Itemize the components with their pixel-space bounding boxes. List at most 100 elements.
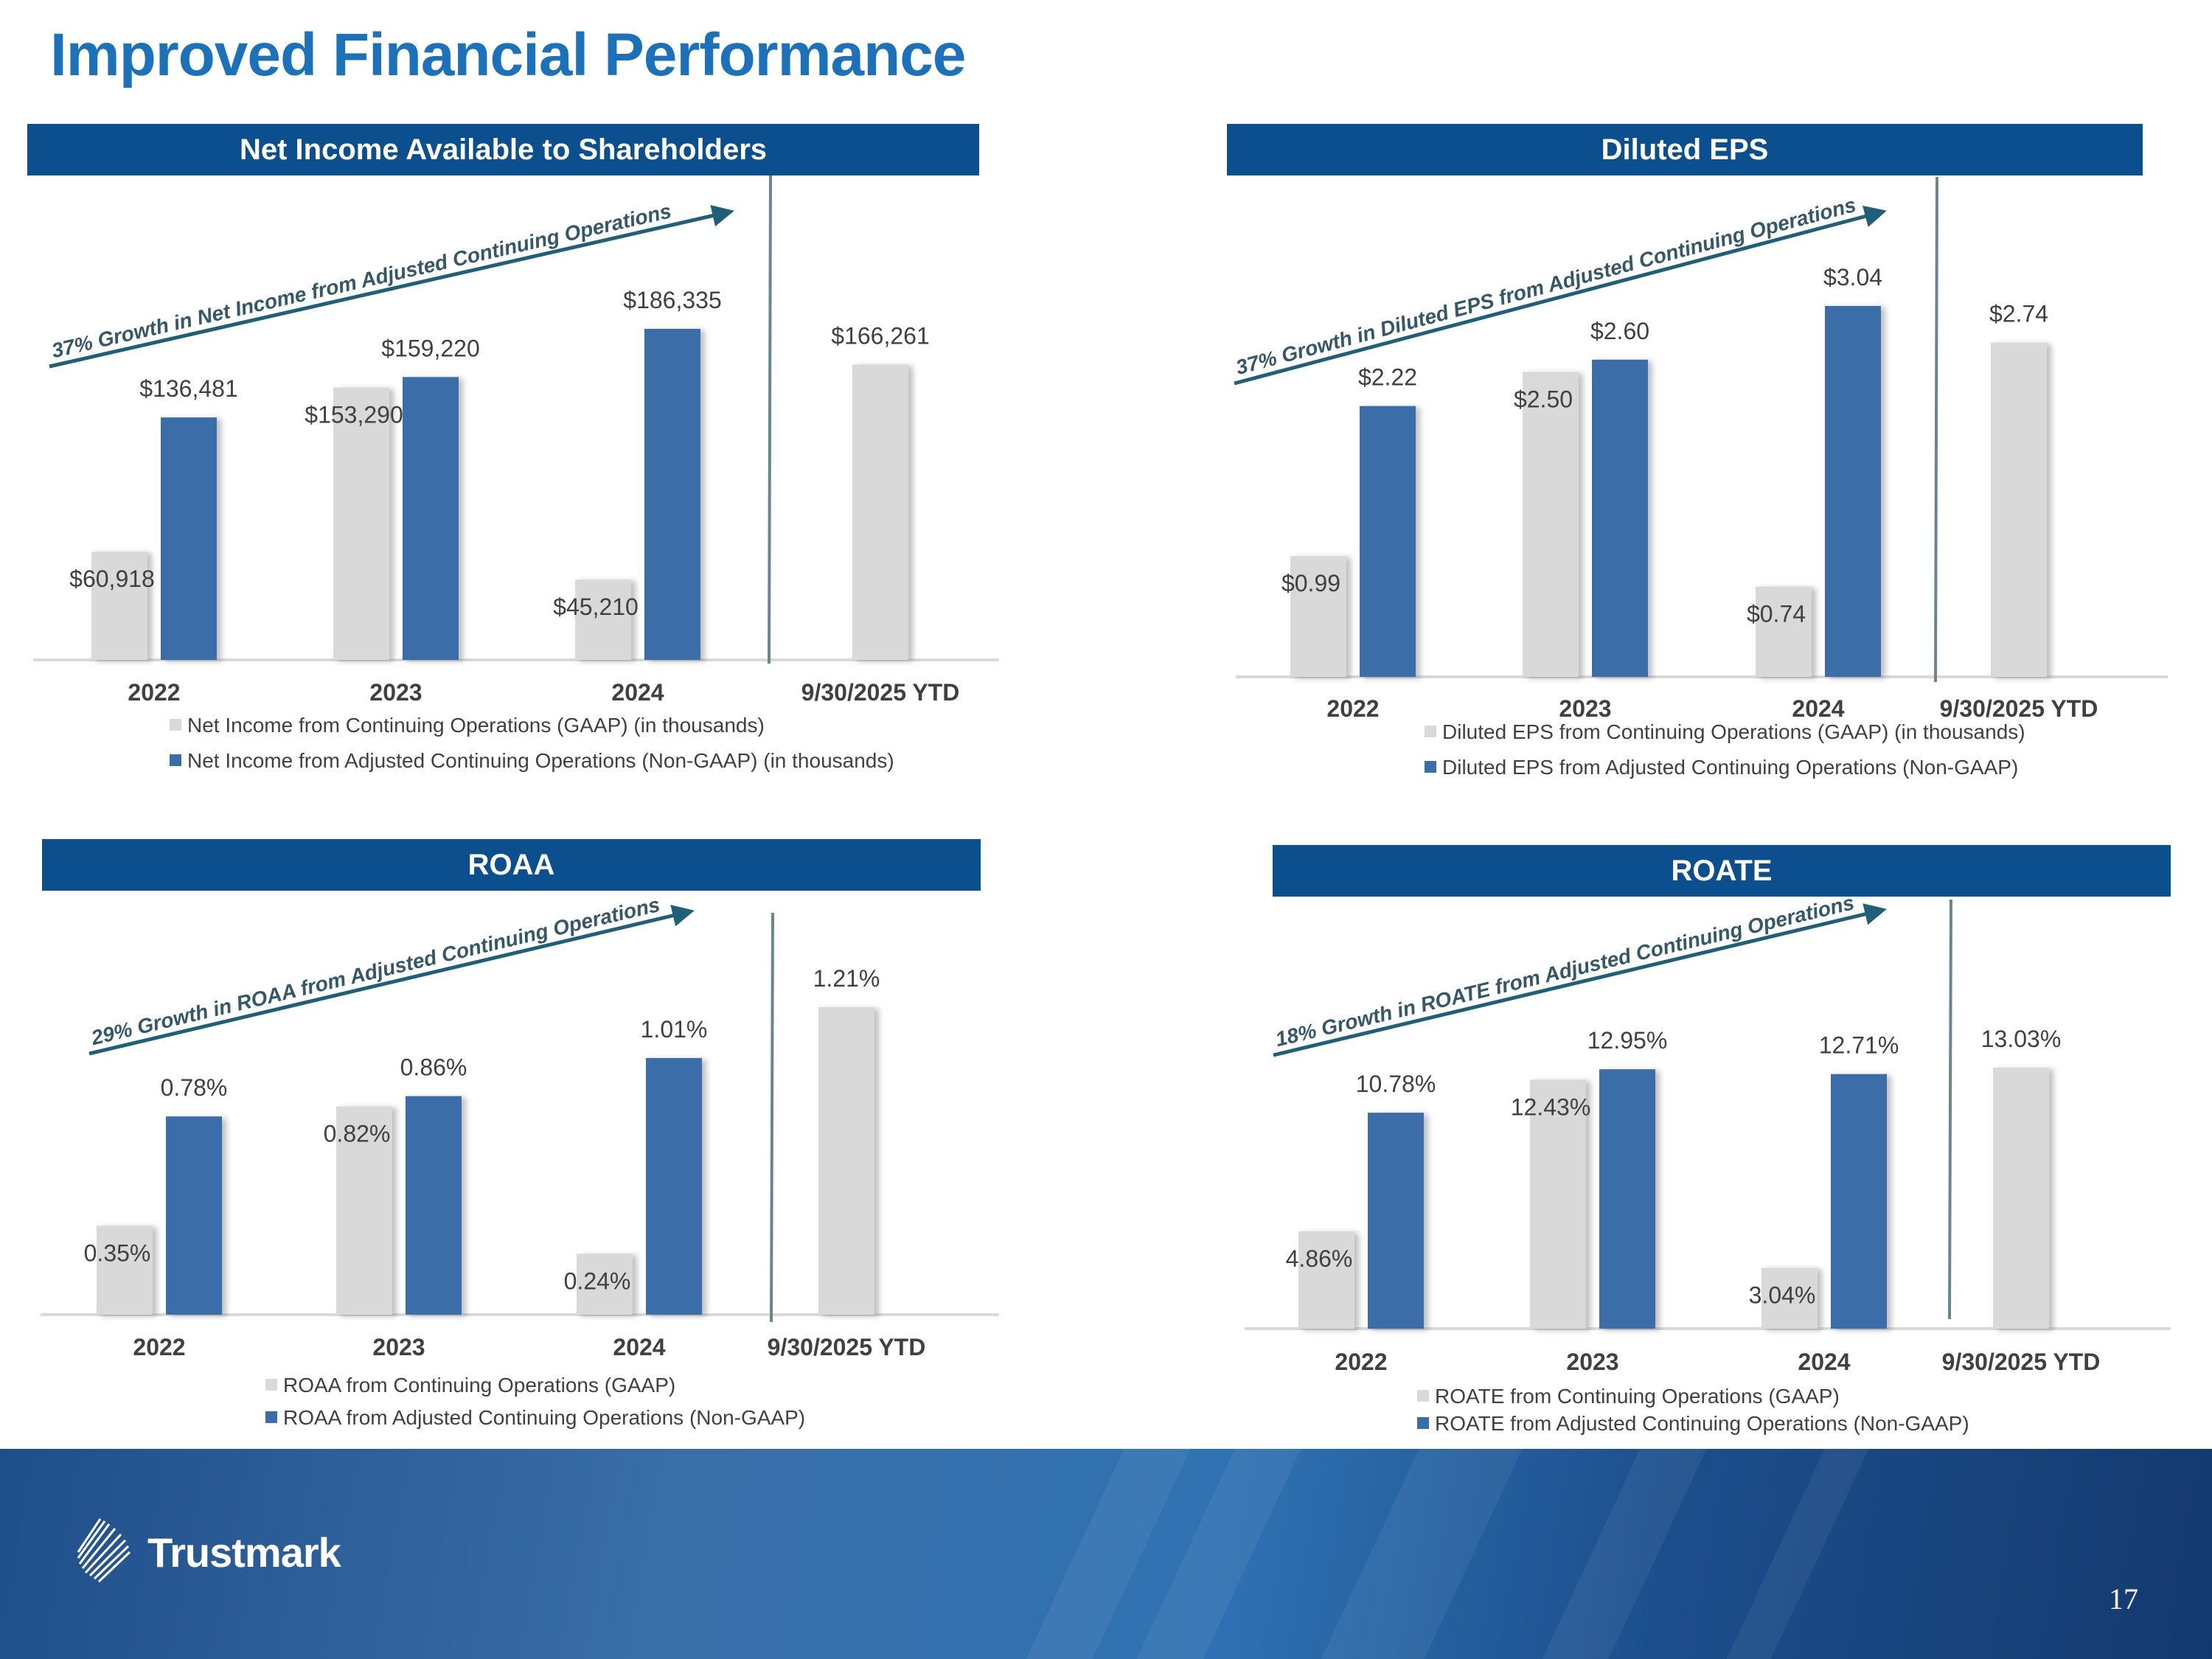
- chart-header-roate: ROATE: [1273, 845, 2171, 897]
- bar-gaap: [91, 552, 147, 660]
- legend-swatch: [1425, 726, 1436, 737]
- data-label-gaap: 3.04%: [1749, 1281, 1816, 1308]
- category-label: 2023: [1559, 695, 1611, 722]
- category-label: 2024: [1798, 1349, 1850, 1375]
- bar-non-gaap: [1825, 306, 1881, 677]
- bar-gaap: [1756, 586, 1812, 677]
- legend-swatch: [170, 754, 181, 766]
- legend-label: Net Income from Continuing Operations (G…: [187, 714, 765, 737]
- bar-gaap: [1290, 556, 1346, 677]
- bar-gaap: [1991, 342, 2047, 677]
- data-label-gaap: 0.24%: [564, 1267, 631, 1294]
- data-label-non-gaap: $186,335: [623, 287, 721, 313]
- category-label: 2023: [369, 679, 422, 706]
- bar-non-gaap: [646, 1057, 702, 1315]
- legend-label: ROAA from Continuing Operations (GAAP): [283, 1374, 675, 1397]
- category-label: 9/30/2025 YTD: [1940, 695, 2098, 722]
- chart-header-roaa: ROAA: [42, 839, 981, 891]
- chart-0: $60,918 $136,481 2022 $153,290 $159,220 2023 $…: [33, 175, 999, 772]
- data-label-gaap: 13.03%: [1981, 1026, 2062, 1052]
- bar-gaap: [1530, 1079, 1586, 1329]
- legend-swatch: [265, 1379, 277, 1391]
- data-label-gaap: $0.74: [1747, 601, 1806, 627]
- chart-3: 4.86% 10.78% 2022 12.43% 12.95% 2023 3.04% 12.7…: [1245, 891, 2171, 1435]
- bar-non-gaap: [1368, 1113, 1424, 1329]
- category-label: 2023: [372, 1334, 425, 1360]
- page-number: 17: [2109, 1582, 2138, 1615]
- chart-title: Net Income Available to Shareholders: [239, 133, 768, 166]
- growth-arrow: [49, 204, 734, 369]
- bar-gaap: [575, 580, 631, 660]
- page-title: Improved Financial Performance: [50, 21, 966, 88]
- legend-label: ROAA from Adjusted Continuing Operations…: [283, 1406, 805, 1429]
- data-label-non-gaap: $136,481: [139, 375, 237, 402]
- trustmark-logo-icon: [77, 1518, 131, 1583]
- ytd-divider-line: [1948, 899, 1952, 1320]
- chart-1: $0.99 $2.22 2022 $2.50 $2.60 2023 $0.74 $3.04 20…: [1234, 176, 2168, 779]
- legend-swatch: [1417, 1417, 1429, 1429]
- legend-label: Net Income from Adjusted Continuing Oper…: [187, 749, 894, 772]
- category-label: 9/30/2025 YTD: [801, 679, 960, 706]
- category-label: 2022: [1335, 1349, 1387, 1375]
- data-label-gaap: 4.86%: [1286, 1245, 1353, 1272]
- bar-non-gaap: [161, 417, 217, 660]
- bar-gaap: [97, 1225, 153, 1315]
- trustmark-logo: Trustmark: [63, 1515, 341, 1589]
- category-label: 2024: [613, 1334, 665, 1360]
- data-label-non-gaap: 0.86%: [400, 1054, 467, 1081]
- data-label-gaap: $166,261: [831, 322, 929, 349]
- data-label-gaap: $153,290: [305, 402, 403, 428]
- chart-title: ROAA: [467, 848, 555, 881]
- bar-non-gaap: [1599, 1069, 1655, 1329]
- bar-gaap: [577, 1253, 633, 1315]
- growth-arrow: [88, 905, 695, 1056]
- chart-title: ROATE: [1671, 854, 1773, 887]
- legend-swatch: [265, 1411, 277, 1423]
- category-label: 2022: [133, 1334, 185, 1360]
- bar-non-gaap: [166, 1116, 222, 1315]
- data-label-gaap: $0.99: [1281, 570, 1340, 597]
- data-label-gaap: 0.82%: [324, 1120, 391, 1147]
- bar-gaap: [1761, 1267, 1818, 1329]
- legend-swatch: [1425, 761, 1436, 773]
- category-label: 2022: [128, 679, 180, 706]
- data-label-gaap: $2.50: [1514, 386, 1573, 412]
- data-label-non-gaap: $3.04: [1823, 264, 1882, 291]
- footer-banner: Trustmark 17: [0, 1449, 2212, 1659]
- ytd-divider-line: [770, 912, 774, 1323]
- data-label-non-gaap: 12.71%: [1819, 1032, 1899, 1059]
- legend-label: Diluted EPS from Continuing Operations (…: [1442, 720, 2025, 743]
- bar-non-gaap: [1360, 406, 1416, 677]
- category-label: 2023: [1566, 1349, 1618, 1375]
- charts-canvas: $60,918 $136,481 2022 $153,290 $159,220 2023 $…: [33, 175, 2171, 1435]
- category-label: 2024: [611, 679, 664, 706]
- data-label-gaap: $2.74: [1989, 301, 2048, 327]
- growth-annotation: 29% Growth in ROAA from Adjusted Continu…: [88, 893, 662, 1050]
- bar-gaap: [818, 1007, 874, 1315]
- chart-header-diluted-eps: Diluted EPS: [1227, 124, 2143, 175]
- data-label-non-gaap: 1.01%: [641, 1016, 708, 1043]
- legend-label: Diluted EPS from Adjusted Continuing Ope…: [1442, 756, 2018, 779]
- data-label-non-gaap: 0.78%: [161, 1074, 228, 1101]
- legend-swatch: [1417, 1390, 1429, 1402]
- category-label: 9/30/2025 YTD: [1942, 1349, 2101, 1375]
- bar-gaap: [1993, 1068, 2049, 1329]
- ytd-divider-line: [1934, 176, 1938, 683]
- legend-swatch: [170, 719, 181, 731]
- data-label-gaap: 1.21%: [813, 965, 880, 992]
- logo-text: Trustmark: [147, 1528, 341, 1576]
- bar-gaap: [336, 1106, 392, 1315]
- data-label-gaap: $60,918: [69, 566, 155, 592]
- growth-annotation: 18% Growth in ROATE from Adjusted Contin…: [1273, 891, 1857, 1051]
- bar-non-gaap: [406, 1096, 462, 1315]
- growth-annotation: 37% Growth in Net Income from Adjusted C…: [49, 199, 673, 362]
- growth-arrow: [1234, 205, 1887, 386]
- bar-non-gaap: [1831, 1074, 1887, 1329]
- data-label-non-gaap: $159,220: [381, 335, 479, 361]
- data-label-gaap: $45,210: [553, 594, 639, 620]
- category-label: 9/30/2025 YTD: [768, 1334, 926, 1360]
- bar-gaap: [333, 387, 389, 660]
- bar-non-gaap: [403, 377, 459, 660]
- growth-annotation: 37% Growth in Diluted EPS from Adjusted …: [1234, 193, 1859, 379]
- data-label-non-gaap: 12.95%: [1587, 1027, 1668, 1054]
